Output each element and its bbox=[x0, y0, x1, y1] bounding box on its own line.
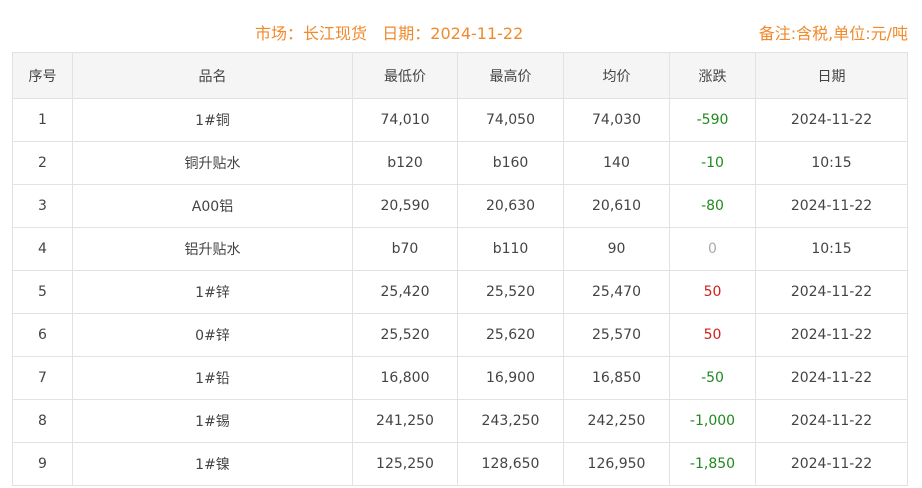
row-index: 3 bbox=[12, 184, 73, 228]
max-price: 243,250 bbox=[457, 399, 564, 443]
unit-note: 备注:含税,单位:元/吨 bbox=[758, 24, 908, 43]
date: 2024-11-22 bbox=[755, 356, 908, 400]
max-price: 20,630 bbox=[457, 184, 564, 228]
table-row: 2 铜升贴水 b120 b160 140 -10 10:15 bbox=[12, 141, 908, 185]
product-name: 1#铅 bbox=[72, 356, 353, 400]
market-date-title: 市场：长江现货 日期：2024-11-22 bbox=[255, 20, 523, 44]
change: -10 bbox=[669, 141, 756, 185]
max-price: b110 bbox=[457, 227, 564, 271]
avg-price: 25,570 bbox=[563, 313, 670, 357]
row-index: 6 bbox=[12, 313, 73, 357]
change: 0 bbox=[669, 227, 756, 271]
max-price: b160 bbox=[457, 141, 564, 185]
change: 50 bbox=[669, 313, 756, 357]
row-index: 1 bbox=[12, 98, 73, 142]
product-name: 1#锡 bbox=[72, 399, 353, 443]
date: 2024-11-22 bbox=[755, 399, 908, 443]
table-row: 4 铝升贴水 b70 b110 90 0 10:15 bbox=[12, 227, 908, 271]
min-price: 125,250 bbox=[352, 442, 458, 486]
change: -1,850 bbox=[669, 442, 756, 486]
table-row: 3 A00铝 20,590 20,630 20,610 -80 2024-11-22 bbox=[12, 184, 908, 228]
min-price: 74,010 bbox=[352, 98, 458, 142]
row-index: 7 bbox=[12, 356, 73, 400]
avg-price: 25,470 bbox=[563, 270, 670, 314]
date: 2024-11-22 bbox=[755, 184, 908, 228]
column-header: 最低价 bbox=[352, 52, 458, 99]
max-price: 16,900 bbox=[457, 356, 564, 400]
row-index: 5 bbox=[12, 270, 73, 314]
product-name: A00铝 bbox=[72, 184, 353, 228]
column-header: 日期 bbox=[755, 52, 908, 99]
change: -1,000 bbox=[669, 399, 756, 443]
min-price: b70 bbox=[352, 227, 458, 271]
date: 2024-11-22 bbox=[755, 270, 908, 314]
row-index: 8 bbox=[12, 399, 73, 443]
avg-price: 126,950 bbox=[563, 442, 670, 486]
max-price: 74,050 bbox=[457, 98, 564, 142]
column-header: 均价 bbox=[563, 52, 670, 99]
price-table: 序号 品名 最低价 最高价 均价 涨跌 日期 1 1#铜 74,010 74,050 74,030-… bbox=[12, 52, 908, 486]
change: 50 bbox=[669, 270, 756, 314]
product-name: 1#铜 bbox=[72, 98, 353, 142]
min-price: 25,420 bbox=[352, 270, 458, 314]
table-row: 9 1#镍 125,250 128,650 126,950 -1,850 2024-11-2… bbox=[12, 442, 908, 486]
change: -590 bbox=[669, 98, 756, 142]
avg-price: 20,610 bbox=[563, 184, 670, 228]
table-row: 6 0#锌 25,520 25,620 25,570 50 2024-11-22 bbox=[12, 313, 908, 357]
column-header: 涨跌 bbox=[669, 52, 756, 99]
date: 2024-11-22 bbox=[755, 98, 908, 142]
date-label: 日期：2024-11-22 bbox=[382, 24, 524, 43]
avg-price: 90 bbox=[563, 227, 670, 271]
max-price: 25,620 bbox=[457, 313, 564, 357]
table-row: 8 1#锡 241,250 243,250 242,250 -1,000 2024-11-2… bbox=[12, 399, 908, 443]
date: 2024-11-22 bbox=[755, 442, 908, 486]
max-price: 25,520 bbox=[457, 270, 564, 314]
column-header: 品名 bbox=[72, 52, 353, 99]
date: 10:15 bbox=[755, 227, 908, 271]
date: 2024-11-22 bbox=[755, 313, 908, 357]
min-price: b120 bbox=[352, 141, 458, 185]
min-price: 20,590 bbox=[352, 184, 458, 228]
market-label: 市场：长江现货 bbox=[255, 24, 368, 43]
change: -80 bbox=[669, 184, 756, 228]
row-index: 2 bbox=[12, 141, 73, 185]
column-header: 最高价 bbox=[457, 52, 564, 99]
table-row: 1 1#铜 74,010 74,050 74,030 -590 2024-11-22 bbox=[12, 98, 908, 142]
avg-price: 242,250 bbox=[563, 399, 670, 443]
avg-price: 74,030 bbox=[563, 98, 670, 142]
product-name: 1#镍 bbox=[72, 442, 353, 486]
product-name: 铜升贴水 bbox=[72, 141, 353, 185]
avg-price: 140 bbox=[563, 141, 670, 185]
column-header: 序号 bbox=[12, 52, 73, 99]
max-price: 128,650 bbox=[457, 442, 564, 486]
table-row: 5 1#锌 25,420 25,520 25,470 50 2024-11-22 bbox=[12, 270, 908, 314]
table-row: 7 1#铅 16,800 16,900 16,850 -50 2024-11-22 bbox=[12, 356, 908, 400]
change: -50 bbox=[669, 356, 756, 400]
product-name: 铝升贴水 bbox=[72, 227, 353, 271]
row-index: 9 bbox=[12, 442, 73, 486]
min-price: 25,520 bbox=[352, 313, 458, 357]
row-index: 4 bbox=[12, 227, 73, 271]
date: 10:15 bbox=[755, 141, 908, 185]
min-price: 241,250 bbox=[352, 399, 458, 443]
min-price: 16,800 bbox=[352, 356, 458, 400]
product-name: 0#锌 bbox=[72, 313, 353, 357]
avg-price: 16,850 bbox=[563, 356, 670, 400]
table-header-row: 序号 品名 最低价 最高价 均价 涨跌 日期 bbox=[12, 52, 908, 99]
product-name: 1#锌 bbox=[72, 270, 353, 314]
